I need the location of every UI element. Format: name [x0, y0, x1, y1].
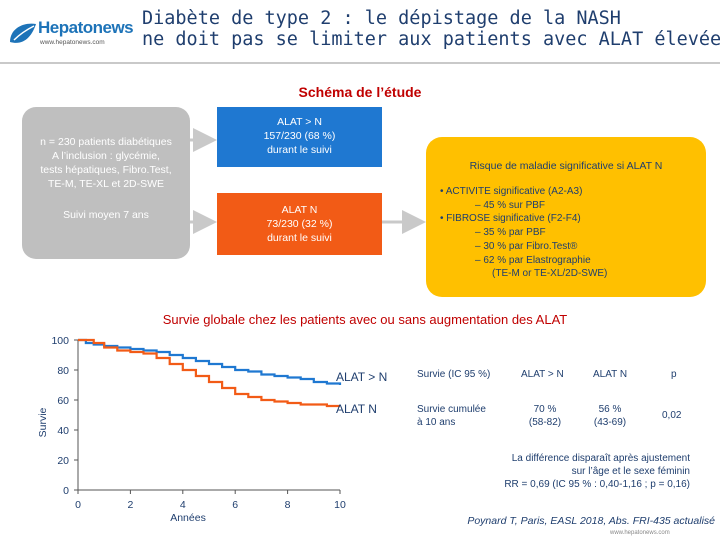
- chart-axes: [77, 340, 340, 491]
- chart-ticks: 0 20 40 60 80 100 0 2 4 6 8 10: [51, 335, 346, 511]
- y-tick-label: 100: [51, 335, 69, 347]
- y-tick-label: 60: [57, 395, 69, 407]
- cohort-followup: Suivi moyen 7 ans: [63, 209, 149, 221]
- survival-chart: 0 20 40 60 80 100 0 2 4 6 8 10 ALAT > N ALAT N Années…: [37, 335, 387, 524]
- stats-high-ci: (58-82): [528, 417, 562, 428]
- x-tick-label: 4: [180, 499, 186, 511]
- risk-list: • ACTIVITE significative (A2-A3) – 45 % …: [440, 185, 702, 281]
- logo-url: www.hepatonews.com: [40, 39, 105, 46]
- study-connectors: [190, 128, 426, 234]
- stats-col-survie: Survie (IC 95 %): [417, 369, 491, 380]
- title-line-2: ne doit pas se limiter aux patients avec…: [142, 29, 720, 50]
- cohort-line-4: TE-M, TE-XL et 2D-SWE: [47, 178, 165, 190]
- chart-series: [78, 338, 342, 408]
- stats-n-ci: (43-69): [593, 417, 627, 428]
- logo-name: Hepatonews: [38, 18, 134, 37]
- stats-col-alat-n: ALAT N: [593, 369, 628, 380]
- risk-item-fibrosis-fibrotest: – 30 % par Fibro.Test®: [475, 240, 578, 252]
- stats-row-label-2: à 10 ans: [417, 417, 456, 428]
- y-tick-label: 80: [57, 365, 69, 377]
- risk-title: Risque de maladie significative si ALAT …: [469, 160, 663, 172]
- alat-high-line-1: ALAT > N: [277, 116, 322, 128]
- chart-labels: ALAT > N ALAT N Années Survie: [37, 370, 387, 524]
- note-line-3: RR = 0,69 (IC 95 % : 0,40-1,16 ; p = 0,1…: [504, 479, 690, 490]
- footer-url: www.hepatonews.com: [610, 530, 670, 536]
- stats-col-p: p: [671, 369, 677, 380]
- y-axis-label: Survie: [37, 407, 49, 437]
- risk-item-fibrosis-elasto: – 62 % par Elastrographie: [475, 254, 591, 266]
- series-line-alat-high: [78, 338, 342, 385]
- page-title: Diabète de type 2 : le dépistage de la N…: [142, 8, 720, 50]
- series-label-alat-normal: ALAT N: [336, 402, 377, 416]
- alat-normal-box: ALAT N 73/230 (32 %) durant le suivi: [217, 193, 382, 255]
- note-line-2: sur l’âge et le sexe féminin: [571, 466, 690, 477]
- title-line-1: Diabète de type 2 : le dépistage de la N…: [142, 8, 621, 29]
- stats-row-label-1: Survie cumulée: [417, 404, 486, 415]
- x-tick-label: 0: [75, 499, 81, 511]
- cohort-text: n = 230 patients diabétiques A l’inclusi…: [22, 135, 190, 191]
- stats-high: 70 % (58-82): [515, 403, 575, 429]
- adjustment-note: La différence disparaît après ajustement…: [480, 452, 690, 491]
- x-tick-label: 6: [232, 499, 238, 511]
- cohort-line-2: A l’inclusion : glycémie,: [52, 150, 160, 162]
- alat-normal-line-3: durant le suivi: [267, 232, 332, 244]
- alat-high-line-3: durant le suivi: [267, 144, 332, 156]
- y-tick-label: 40: [57, 425, 69, 437]
- x-tick-label: 10: [334, 499, 346, 511]
- note-line-1: La différence disparaît après ajustement: [511, 453, 690, 464]
- risk-item-fibrosis: • FIBROSE significative (F2-F4): [440, 213, 581, 225]
- alat-high-box: ALAT > N 157/230 (68 %) durant le suivi: [217, 107, 382, 167]
- risk-item-fibrosis-elasto-methods: (TE-M or TE-XL/2D-SWE): [492, 268, 608, 280]
- risk-item-activity: • ACTIVITE significative (A2-A3): [440, 186, 583, 197]
- chart-title: Survie globale chez les patients avec ou…: [162, 312, 568, 327]
- stats-n: 56 % (43-69): [580, 403, 640, 429]
- stats-row-label: Survie cumulée à 10 ans: [417, 403, 486, 429]
- risk-item-fibrosis-pbf: – 35 % par PBF: [475, 227, 546, 239]
- series-line-alat-normal: [78, 338, 340, 408]
- stats-n-value: 56 %: [598, 404, 622, 415]
- stats-p-value: 0,02: [662, 410, 682, 421]
- y-tick-label: 20: [57, 455, 69, 467]
- x-tick-label: 2: [127, 499, 133, 511]
- study-design-title: Schéma de l’étude: [298, 84, 422, 100]
- cohort-box: [22, 107, 190, 259]
- stats-high-value: 70 %: [533, 404, 557, 415]
- stats-col-alat-high: ALAT > N: [521, 369, 564, 380]
- x-axis-label: Années: [170, 512, 206, 524]
- alat-normal-line-1: ALAT N: [281, 204, 318, 216]
- alat-high-line-2: 157/230 (68 %): [263, 130, 336, 142]
- cohort-line-3: tests hépatiques, Fibro.Test,: [40, 164, 172, 176]
- risk-item-activity-pbf: – 45 % sur PBF: [475, 199, 546, 211]
- alat-normal-line-2: 73/230 (32 %): [266, 218, 333, 230]
- series-label-alat-high: ALAT > N: [336, 370, 387, 384]
- reference: Poynard T, Paris, EASL 2018, Abs. FRI-43…: [467, 515, 715, 527]
- header-divider: [0, 62, 720, 64]
- y-tick-label: 0: [63, 485, 69, 497]
- hepatonews-logo: [10, 23, 36, 43]
- x-tick-label: 8: [285, 499, 291, 511]
- cohort-line-1: n = 230 patients diabétiques: [40, 136, 172, 148]
- risk-box: [426, 137, 706, 297]
